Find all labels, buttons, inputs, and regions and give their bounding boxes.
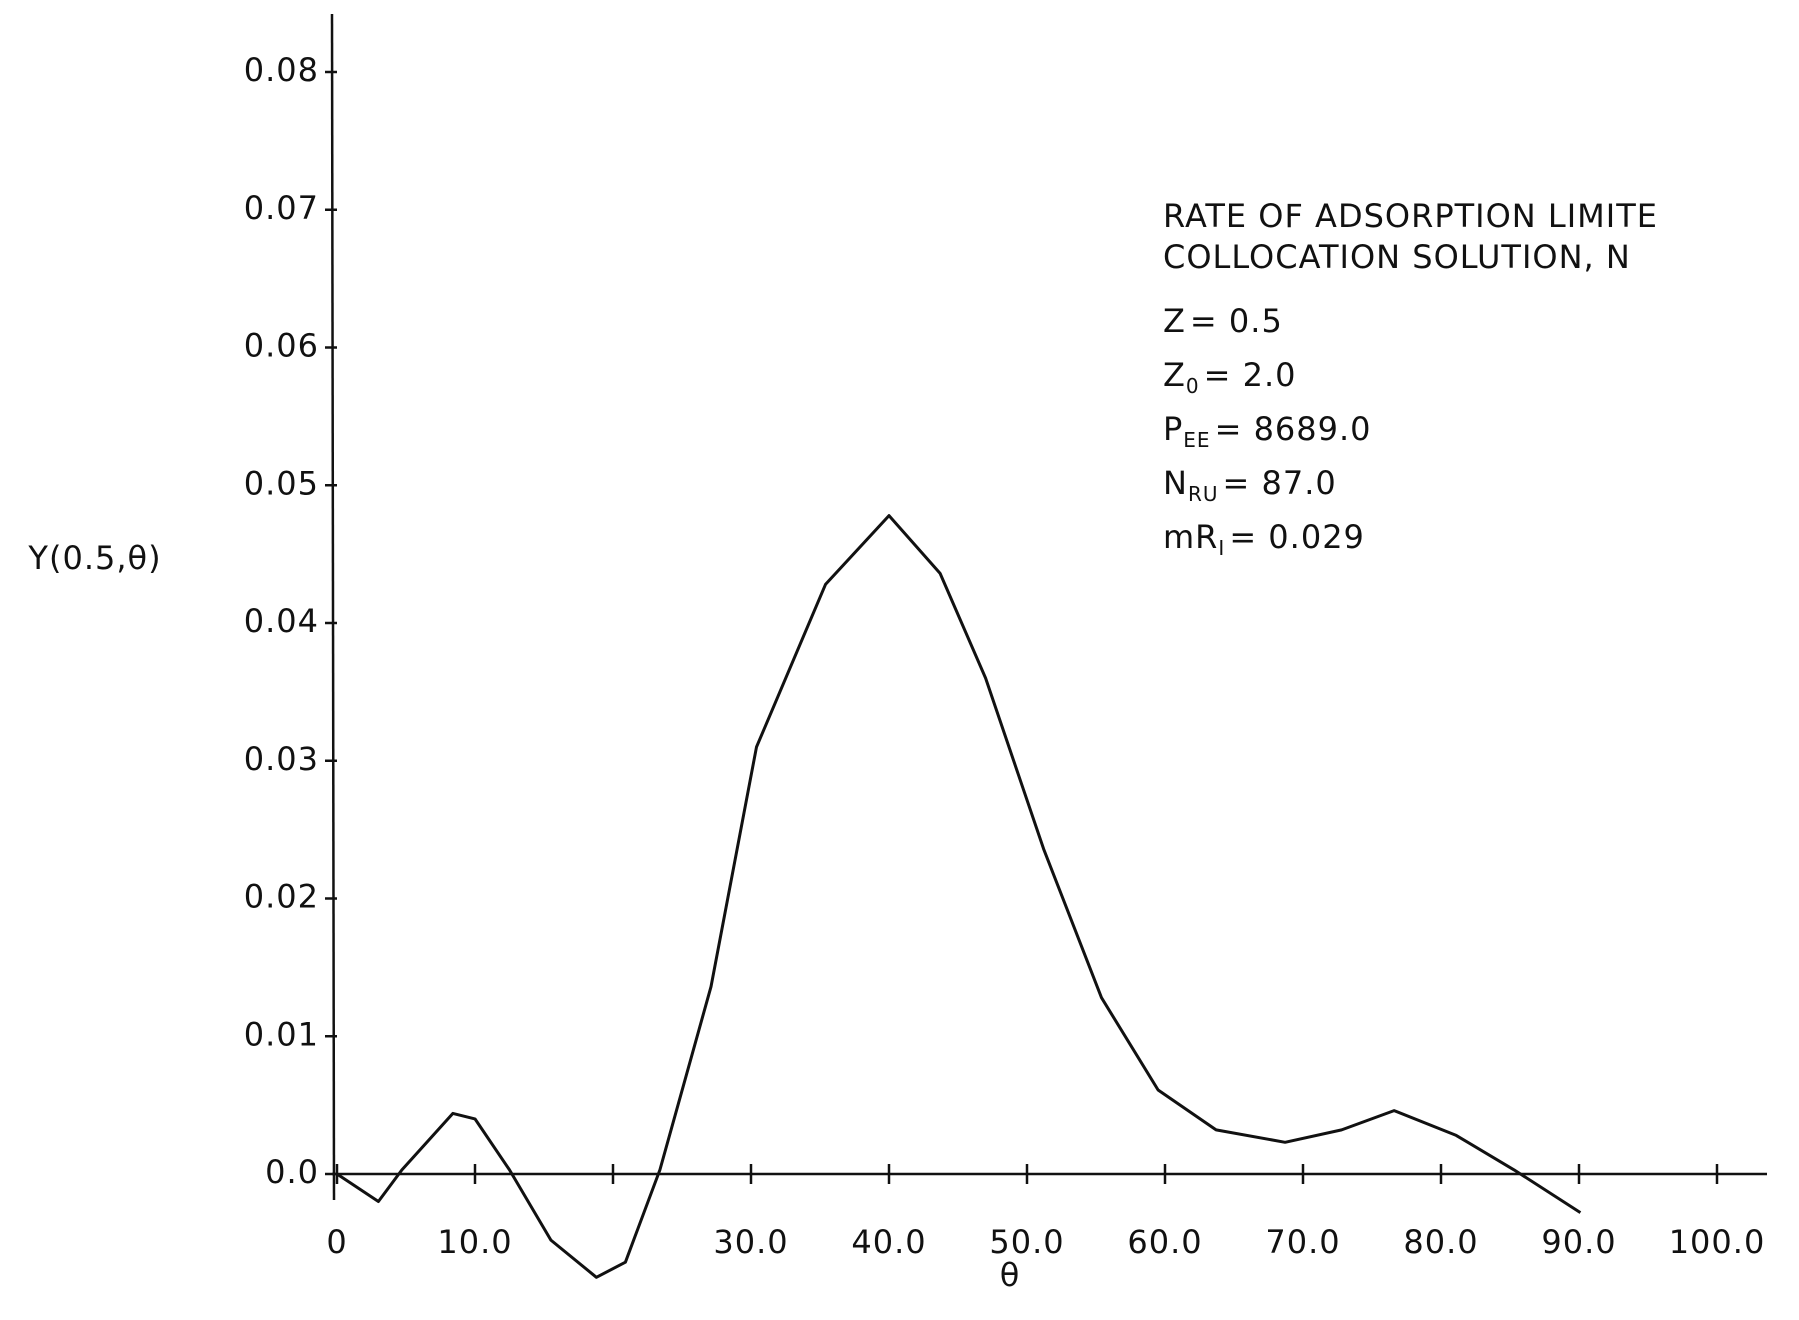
parameter-symbol: N — [1163, 464, 1188, 502]
chart-title: RATE OF ADSORPTION LIMITE — [1163, 197, 1658, 235]
parameter: Z = 0.5 — [1163, 302, 1283, 340]
y-axis — [330, 13, 336, 1201]
parameter-text: = 8689.0 — [1215, 410, 1372, 448]
x-tick-label: 30.0 — [713, 1223, 788, 1261]
y-tick-label: 0.05 — [244, 464, 319, 502]
parameter-subscript: 0 — [1186, 374, 1200, 398]
parameter-symbol: Z — [1163, 356, 1186, 394]
parameter-symbol: mR — [1163, 518, 1218, 556]
parameter-text: = 0.5 — [1190, 302, 1283, 340]
y-axis-label: Y(0.5,θ) — [27, 539, 161, 577]
data-line — [336, 514, 1582, 1279]
parameter: NRU = 87.0 — [1163, 464, 1337, 506]
x-tick-label: 80.0 — [1403, 1223, 1478, 1261]
y-tick-label: 0.01 — [244, 1015, 319, 1053]
parameter-subscript: I — [1218, 536, 1225, 560]
x-tick-label: 40.0 — [851, 1223, 926, 1261]
parameter-text: = 0.029 — [1229, 518, 1365, 556]
x-tick-label: 90.0 — [1541, 1223, 1616, 1261]
y-tick-label: 0.0 — [265, 1153, 319, 1191]
y-tick-label: 0.04 — [244, 602, 319, 640]
x-tick-label: 50.0 — [989, 1223, 1064, 1261]
chart-title: COLLOCATION SOLUTION, N — [1163, 238, 1631, 276]
y-tick-label: 0.02 — [244, 878, 319, 916]
x-axis-label: θ — [1000, 1256, 1021, 1294]
y-tick-label: 0.07 — [244, 189, 319, 227]
parameter-text: = 2.0 — [1204, 356, 1297, 394]
x-tick-label: 100.0 — [1669, 1223, 1766, 1261]
x-tick-label: 70.0 — [1265, 1223, 1340, 1261]
parameter-subscript: RU — [1188, 482, 1219, 506]
y-tick-label: 0.03 — [244, 740, 319, 778]
parameter-subscript: EE — [1183, 428, 1210, 452]
parameter-text: = 87.0 — [1222, 464, 1336, 502]
parameter: mRI = 0.029 — [1163, 518, 1365, 560]
parameter-symbol: Z — [1163, 302, 1186, 340]
y-tick-label: 0.08 — [244, 51, 319, 89]
y-tick-label: 0.06 — [244, 327, 319, 365]
x-tick-label: 0 — [326, 1223, 347, 1261]
parameter: PEE = 8689.0 — [1163, 410, 1372, 452]
parameter-symbol: P — [1163, 410, 1183, 448]
parameter: Z0 = 2.0 — [1163, 356, 1297, 398]
x-tick-label: 10.0 — [437, 1223, 512, 1261]
x-tick-label: 60.0 — [1127, 1223, 1202, 1261]
